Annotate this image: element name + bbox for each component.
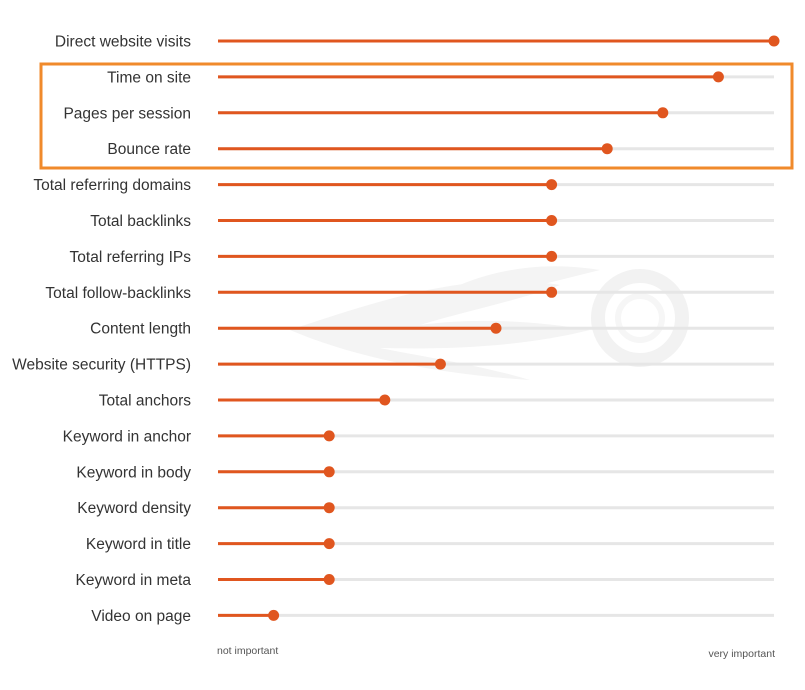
category-label-keyword-in-anchor: Keyword in anchor — [63, 428, 191, 445]
category-label-total-anchors: Total anchors — [99, 393, 191, 410]
value-dot-bounce-rate — [601, 143, 613, 155]
chart-row-total-referring-domains: Total referring domains — [33, 177, 774, 194]
value-dot-total-anchors — [379, 394, 391, 406]
category-label-keyword-in-body: Keyword in body — [76, 464, 191, 481]
value-dot-time-on-site — [712, 71, 724, 83]
value-dot-keyword-in-title — [323, 538, 335, 550]
category-label-pages-per-session: Pages per session — [63, 105, 191, 122]
category-label-direct-website-visits: Direct website visits — [55, 34, 191, 51]
category-label-website-security-https: Website security (HTTPS) — [12, 357, 191, 374]
chart-row-content-length: Content length — [90, 321, 774, 338]
chart-row-keyword-in-title: Keyword in title — [86, 536, 774, 553]
chart-row-keyword-density: Keyword density — [77, 500, 774, 517]
category-label-total-referring-ips: Total referring IPs — [70, 249, 192, 266]
highlight-box — [39, 62, 794, 170]
chart-row-total-referring-ips: Total referring IPs — [70, 249, 774, 266]
chart-row-pages-per-session: Pages per session — [63, 105, 774, 122]
value-dot-content-length — [490, 322, 502, 334]
category-label-keyword-in-meta: Keyword in meta — [76, 572, 192, 589]
chart-row-keyword-in-meta: Keyword in meta — [76, 572, 774, 589]
category-label-bounce-rate: Bounce rate — [107, 141, 191, 158]
category-label-content-length: Content length — [90, 321, 191, 338]
category-label-video-on-page: Video on page — [91, 608, 191, 625]
value-dot-video-on-page — [268, 609, 280, 621]
chart-row-bounce-rate: Bounce rate — [107, 141, 774, 158]
value-dot-keyword-in-body — [323, 466, 335, 478]
chart-row-direct-website-visits: Direct website visits — [55, 34, 780, 51]
chart-row-keyword-in-anchor: Keyword in anchor — [63, 428, 774, 445]
value-dot-total-follow-backlinks — [546, 286, 558, 298]
chart-row-website-security-https: Website security (HTTPS) — [12, 357, 774, 374]
value-dot-pages-per-session — [657, 107, 669, 119]
category-label-total-backlinks: Total backlinks — [90, 213, 191, 230]
value-dot-keyword-in-meta — [323, 574, 335, 585]
chart-row-video-on-page: Video on page — [91, 608, 774, 625]
category-label-keyword-density: Keyword density — [77, 500, 191, 517]
category-label-total-follow-backlinks: Total follow-backlinks — [45, 285, 191, 302]
value-dot-keyword-density — [323, 502, 335, 514]
category-label-total-referring-domains: Total referring domains — [33, 177, 191, 194]
category-label-keyword-in-title: Keyword in title — [86, 536, 191, 553]
chart-row-total-backlinks: Total backlinks — [90, 213, 774, 230]
category-label-time-on-site: Time on site — [107, 69, 191, 86]
chart-row-time-on-site: Time on site — [107, 69, 774, 86]
chart-row-total-anchors: Total anchors — [99, 393, 774, 410]
value-dot-total-referring-domains — [546, 179, 558, 191]
value-dot-total-referring-ips — [546, 250, 558, 262]
axis-label-max: very important — [708, 648, 775, 660]
value-dot-direct-website-visits — [768, 35, 780, 47]
value-dot-website-security-https — [434, 358, 446, 370]
chart-row-total-follow-backlinks: Total follow-backlinks — [45, 285, 774, 302]
value-dot-total-backlinks — [546, 215, 558, 226]
axis-label-min: not important — [217, 645, 278, 657]
value-dot-keyword-in-anchor — [323, 430, 335, 442]
chart-row-keyword-in-body: Keyword in body — [76, 464, 774, 481]
